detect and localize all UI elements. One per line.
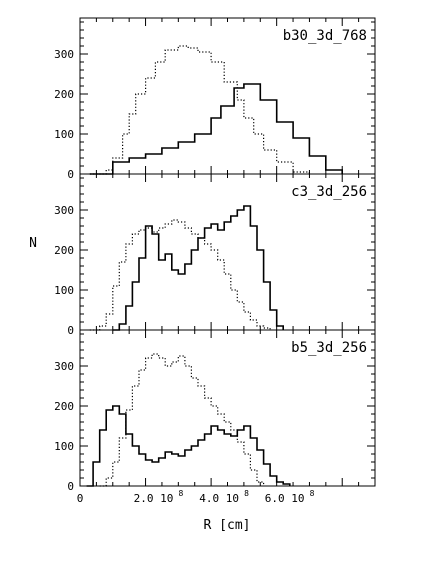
x-axis-label: R [cm] bbox=[204, 518, 251, 533]
x-tick-label: 4.0 10 bbox=[199, 492, 239, 505]
y-tick-label: 200 bbox=[54, 244, 74, 257]
panel-title: b5_3d_256 bbox=[291, 340, 367, 356]
y-tick-label: 0 bbox=[67, 324, 74, 337]
panel-1: 0 100 200 300 b30_3d_768 bbox=[54, 17, 376, 181]
panels-group: 0100200300b30_3d_7680100200300c3_3d_2560… bbox=[54, 17, 376, 505]
y-tick-label: 100 bbox=[54, 440, 74, 453]
panel-2: 0 100 200 300 c3_3d_256 bbox=[54, 173, 376, 337]
panel-title: c3_3d_256 bbox=[291, 184, 367, 200]
x-tick-label: 0 bbox=[77, 492, 84, 505]
panel-title: b30_3d_768 bbox=[283, 28, 367, 44]
y-tick-label: 200 bbox=[54, 400, 74, 413]
y-tick-label: 0 bbox=[67, 480, 74, 493]
x-tick-exponent: 8 bbox=[310, 489, 315, 498]
y-tick-label: 100 bbox=[54, 128, 74, 141]
x-tick-label: 2.0 10 bbox=[134, 492, 174, 505]
series-solid bbox=[112, 205, 284, 331]
y-tick-label: 300 bbox=[54, 204, 74, 217]
y-axis-label: N bbox=[29, 236, 37, 251]
panel-3: 0 100 200 300 b5_3d_256 0 2.0 10 8 4.0 10 8 6.0 10… bbox=[54, 329, 376, 505]
x-tick-exponent: 8 bbox=[244, 489, 249, 498]
series-dotted bbox=[89, 45, 310, 175]
y-tick-label: 0 bbox=[67, 168, 74, 181]
x-tick-label: 6.0 10 bbox=[265, 492, 305, 505]
y-tick-label: 200 bbox=[54, 88, 74, 101]
series-solid bbox=[86, 405, 291, 487]
y-tick-label: 300 bbox=[54, 48, 74, 61]
y-tick-label: 300 bbox=[54, 360, 74, 373]
series-solid bbox=[89, 83, 343, 175]
x-tick-exponent: 8 bbox=[179, 489, 184, 498]
series-dotted bbox=[99, 353, 265, 487]
series-dotted bbox=[89, 219, 271, 331]
y-tick-label: 100 bbox=[54, 284, 74, 297]
